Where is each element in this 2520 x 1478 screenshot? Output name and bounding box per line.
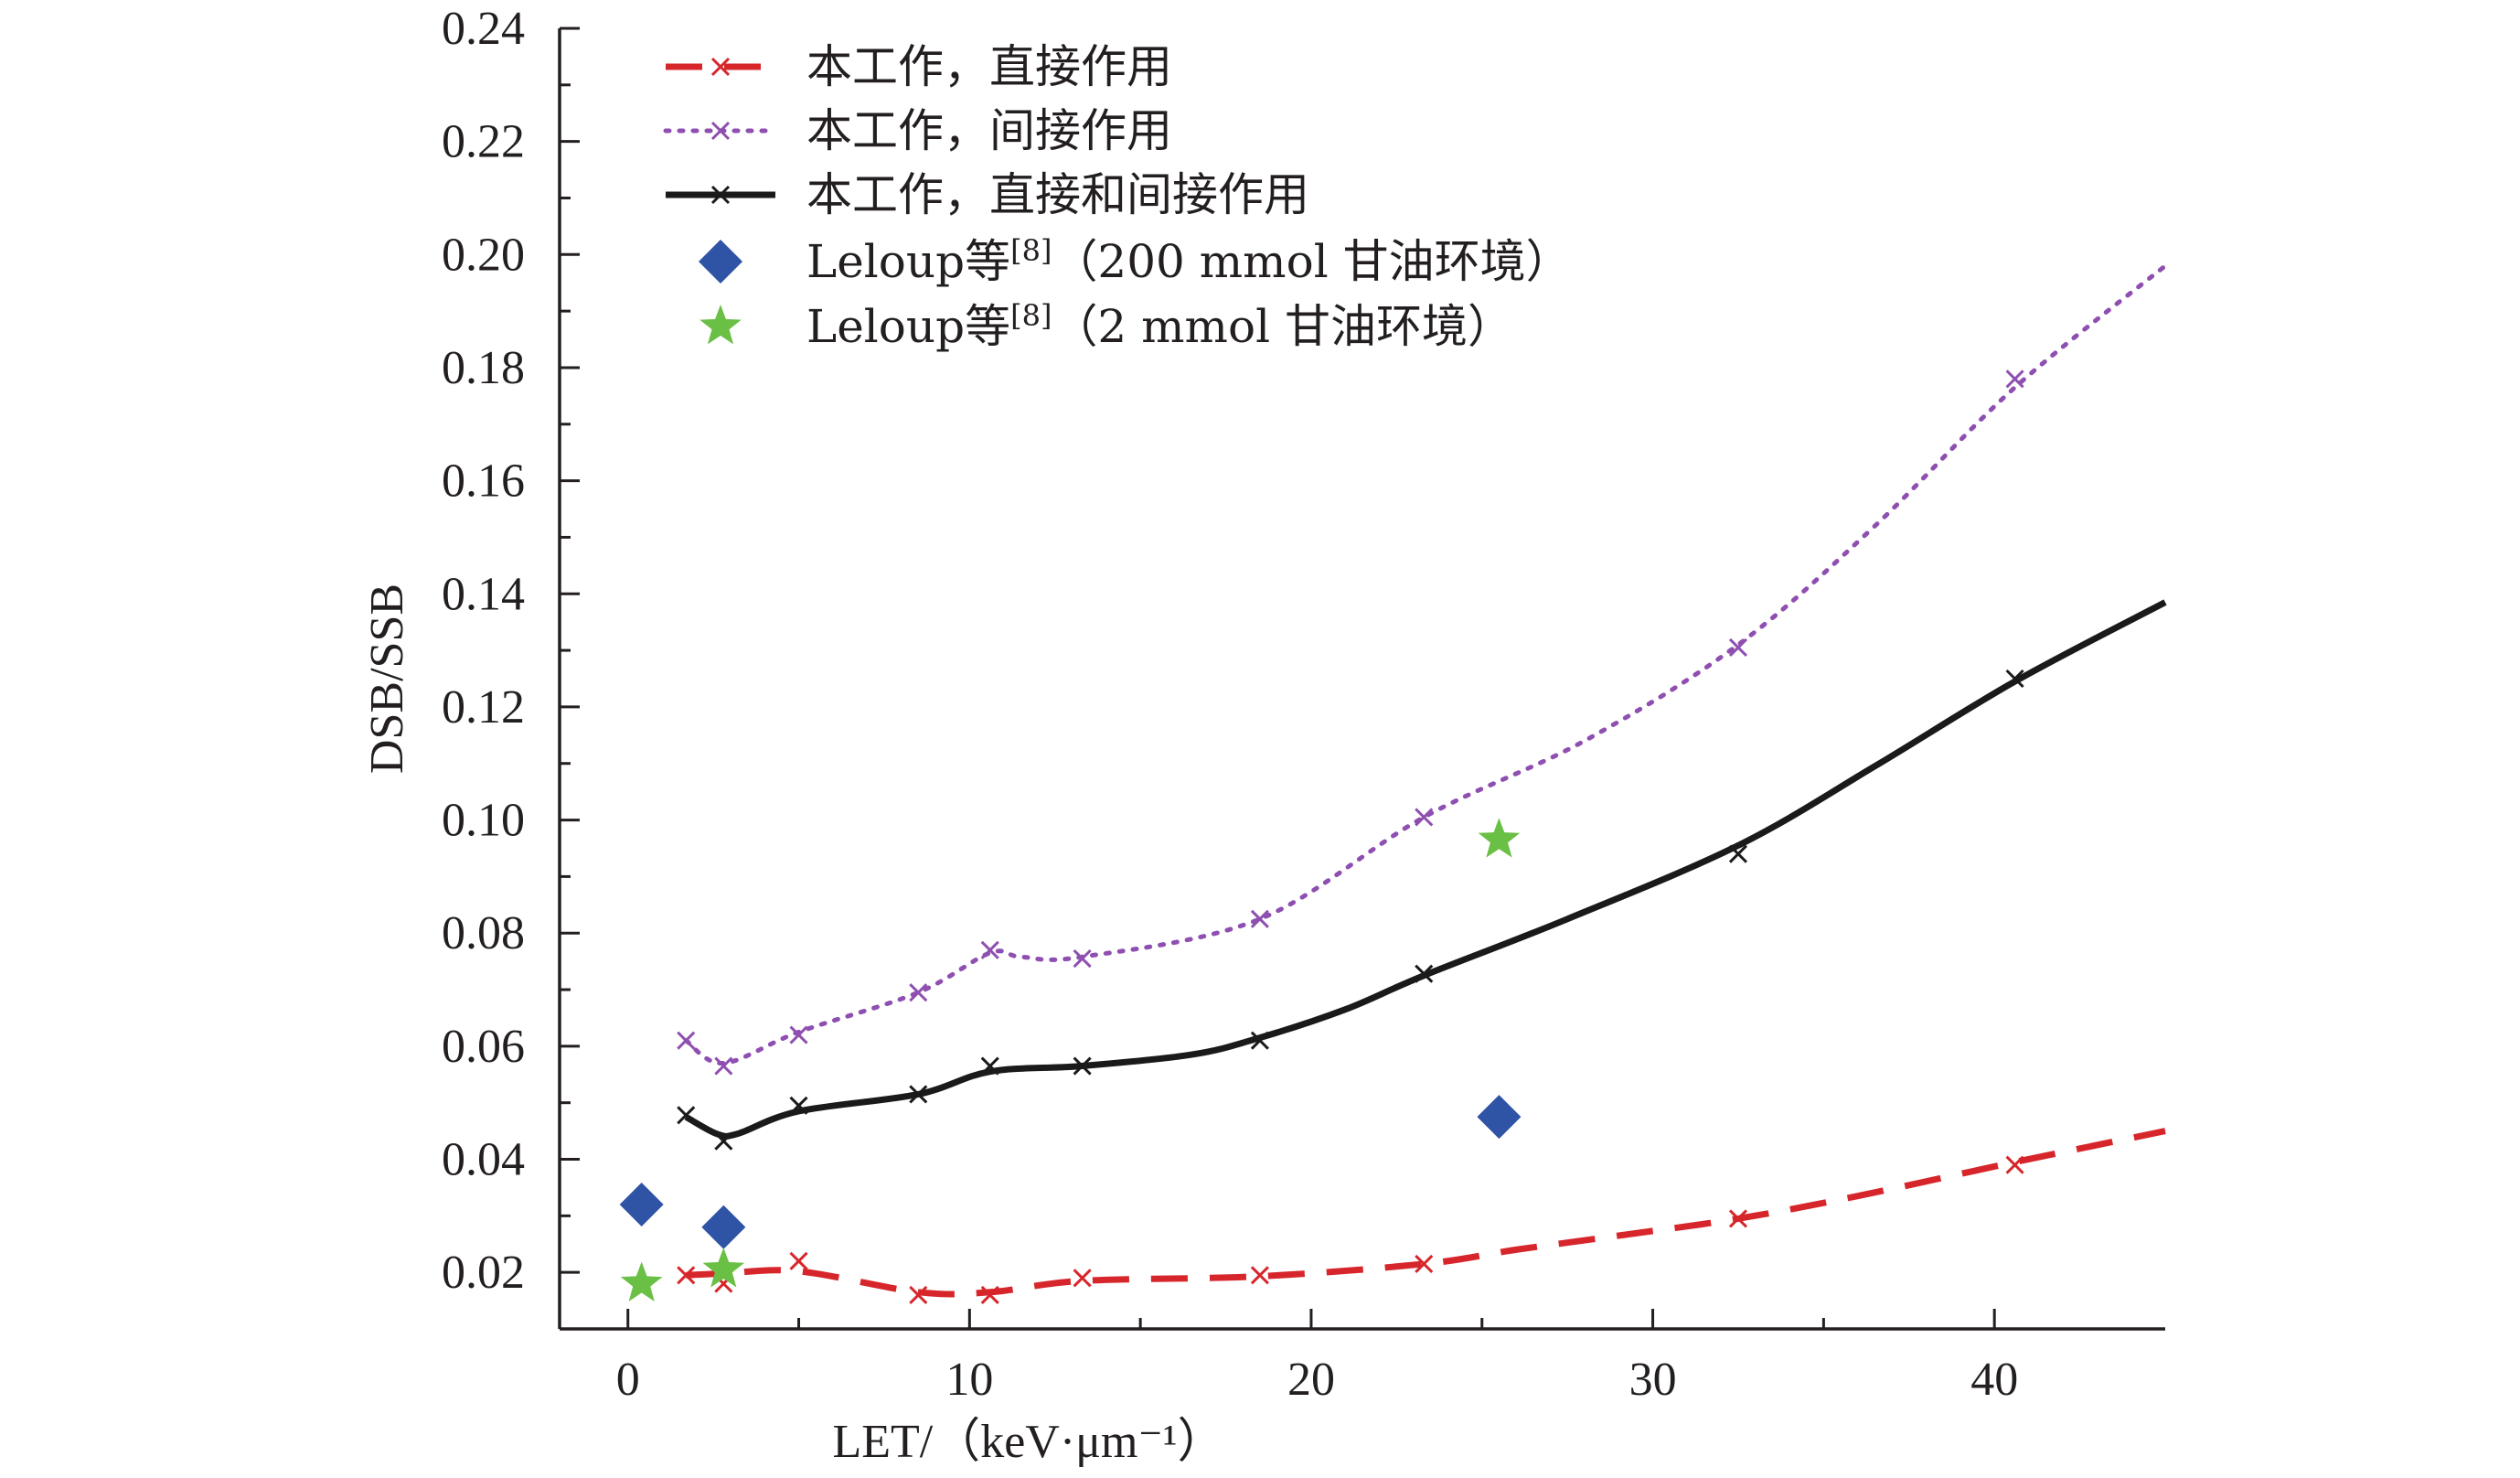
legend-item-1: 本工作，直接作用 xyxy=(666,40,1172,93)
data-point-x-marker xyxy=(714,1131,733,1151)
legend-item-3: 本工作，直接和间接作用 xyxy=(666,168,1309,221)
series-2 xyxy=(677,263,2168,1076)
y-tick-label: 0.22 xyxy=(442,116,525,168)
x-tick-label: 40 xyxy=(1970,1354,2018,1406)
data-point-x-marker xyxy=(909,1285,928,1304)
y-tick-label: 0.16 xyxy=(442,455,525,508)
legend-label: 本工作，间接作用 xyxy=(806,104,1172,157)
series-1 xyxy=(677,1128,2166,1304)
legend-item-2: 本工作，间接作用 xyxy=(663,104,1172,157)
series-4 xyxy=(619,1095,1522,1249)
data-point-x-marker xyxy=(1073,1269,1092,1288)
data-point-x-marker xyxy=(1728,637,1748,658)
data-point-diamond xyxy=(1477,1095,1522,1140)
legend-label: Leloup等[8]（200 mmol 甘油环境） xyxy=(806,233,1572,288)
series-3 xyxy=(677,599,2167,1151)
legend-item-5: Leloup等[8]（2 mmol 甘油环境） xyxy=(699,298,1513,353)
legend-label: 本工作，直接和间接作用 xyxy=(806,168,1309,221)
data-point-x-marker xyxy=(677,1106,696,1125)
data-point-x-marker xyxy=(710,57,731,77)
x-tick-label: 10 xyxy=(945,1354,993,1406)
data-point-x-marker xyxy=(789,1096,808,1115)
y-tick-label: 0.14 xyxy=(442,568,525,620)
data-point-x-marker xyxy=(1415,1254,1434,1273)
y-tick-label: 0.08 xyxy=(442,907,525,959)
x-axis-title: LET/（keV·μm⁻¹） xyxy=(832,1416,1224,1468)
y-tick-label: 0.20 xyxy=(442,229,525,281)
data-point-star xyxy=(702,1248,745,1288)
data-point-x-marker xyxy=(1728,1209,1748,1228)
data-point-x-marker xyxy=(2005,1155,2024,1174)
data-point-x-marker xyxy=(677,1031,696,1050)
data-point-x-marker xyxy=(980,1285,999,1304)
legend-star xyxy=(699,305,742,345)
data-point-x-marker xyxy=(789,1025,808,1044)
y-tick-label: 0.24 xyxy=(442,3,525,55)
series-line xyxy=(686,1128,2166,1298)
data-point-x-marker xyxy=(714,1056,733,1076)
data-point-diamond xyxy=(619,1182,664,1226)
data-point-x-marker xyxy=(710,121,731,141)
legend-label: 本工作，直接作用 xyxy=(806,40,1172,93)
data-point-x-marker xyxy=(980,1056,999,1076)
series-line xyxy=(684,599,2167,1140)
legend-item-4: Leloup等[8]（200 mmol 甘油环境） xyxy=(699,233,1572,288)
x-tick-label: 0 xyxy=(616,1354,640,1406)
y-axis-title: DSB/SSB xyxy=(361,584,413,774)
legend-diamond xyxy=(699,240,742,284)
data-point-x-marker xyxy=(789,1251,808,1270)
data-point-x-marker xyxy=(1250,909,1269,928)
data-point-x-marker xyxy=(909,983,928,1002)
y-tick-label: 0.02 xyxy=(442,1247,525,1299)
data-point-x-marker xyxy=(1250,1031,1269,1050)
y-tick-label: 0.18 xyxy=(442,342,525,394)
y-tick-label: 0.04 xyxy=(442,1134,525,1186)
data-point-x-marker xyxy=(1415,808,1434,827)
data-point-x-marker xyxy=(1250,1266,1269,1285)
x-tick-label: 20 xyxy=(1287,1354,1335,1406)
axes-layer: 0.02 0.04 0.06 0.08 0.10 0.12 0.14 0.16 0.18 0.20… xyxy=(442,3,2165,1406)
data-point-x-marker xyxy=(1728,844,1748,863)
series-layer xyxy=(619,263,2168,1304)
data-point-x-marker xyxy=(1415,964,1434,983)
data-point-star xyxy=(1478,818,1521,858)
data-point-x-marker xyxy=(1073,948,1092,969)
data-point-x-marker xyxy=(980,940,999,959)
data-point-x-marker xyxy=(710,185,731,205)
data-point-x-marker xyxy=(2005,370,2024,389)
y-tick-label: 0.06 xyxy=(442,1021,525,1073)
y-tick-label: 0.10 xyxy=(442,795,525,847)
data-point-x-marker xyxy=(677,1266,696,1285)
y-tick-label: 0.12 xyxy=(442,681,525,734)
legend-label: Leloup等[8]（2 mmol 甘油环境） xyxy=(806,298,1513,353)
data-point-diamond xyxy=(701,1205,746,1249)
data-point-star xyxy=(620,1261,663,1301)
data-point-x-marker xyxy=(2005,669,2024,689)
data-point-x-marker xyxy=(909,1085,928,1104)
data-point-x-marker xyxy=(1073,1056,1092,1076)
x-tick-label: 30 xyxy=(1629,1354,1677,1406)
series-5 xyxy=(620,818,1521,1301)
series-line xyxy=(683,263,2168,1066)
